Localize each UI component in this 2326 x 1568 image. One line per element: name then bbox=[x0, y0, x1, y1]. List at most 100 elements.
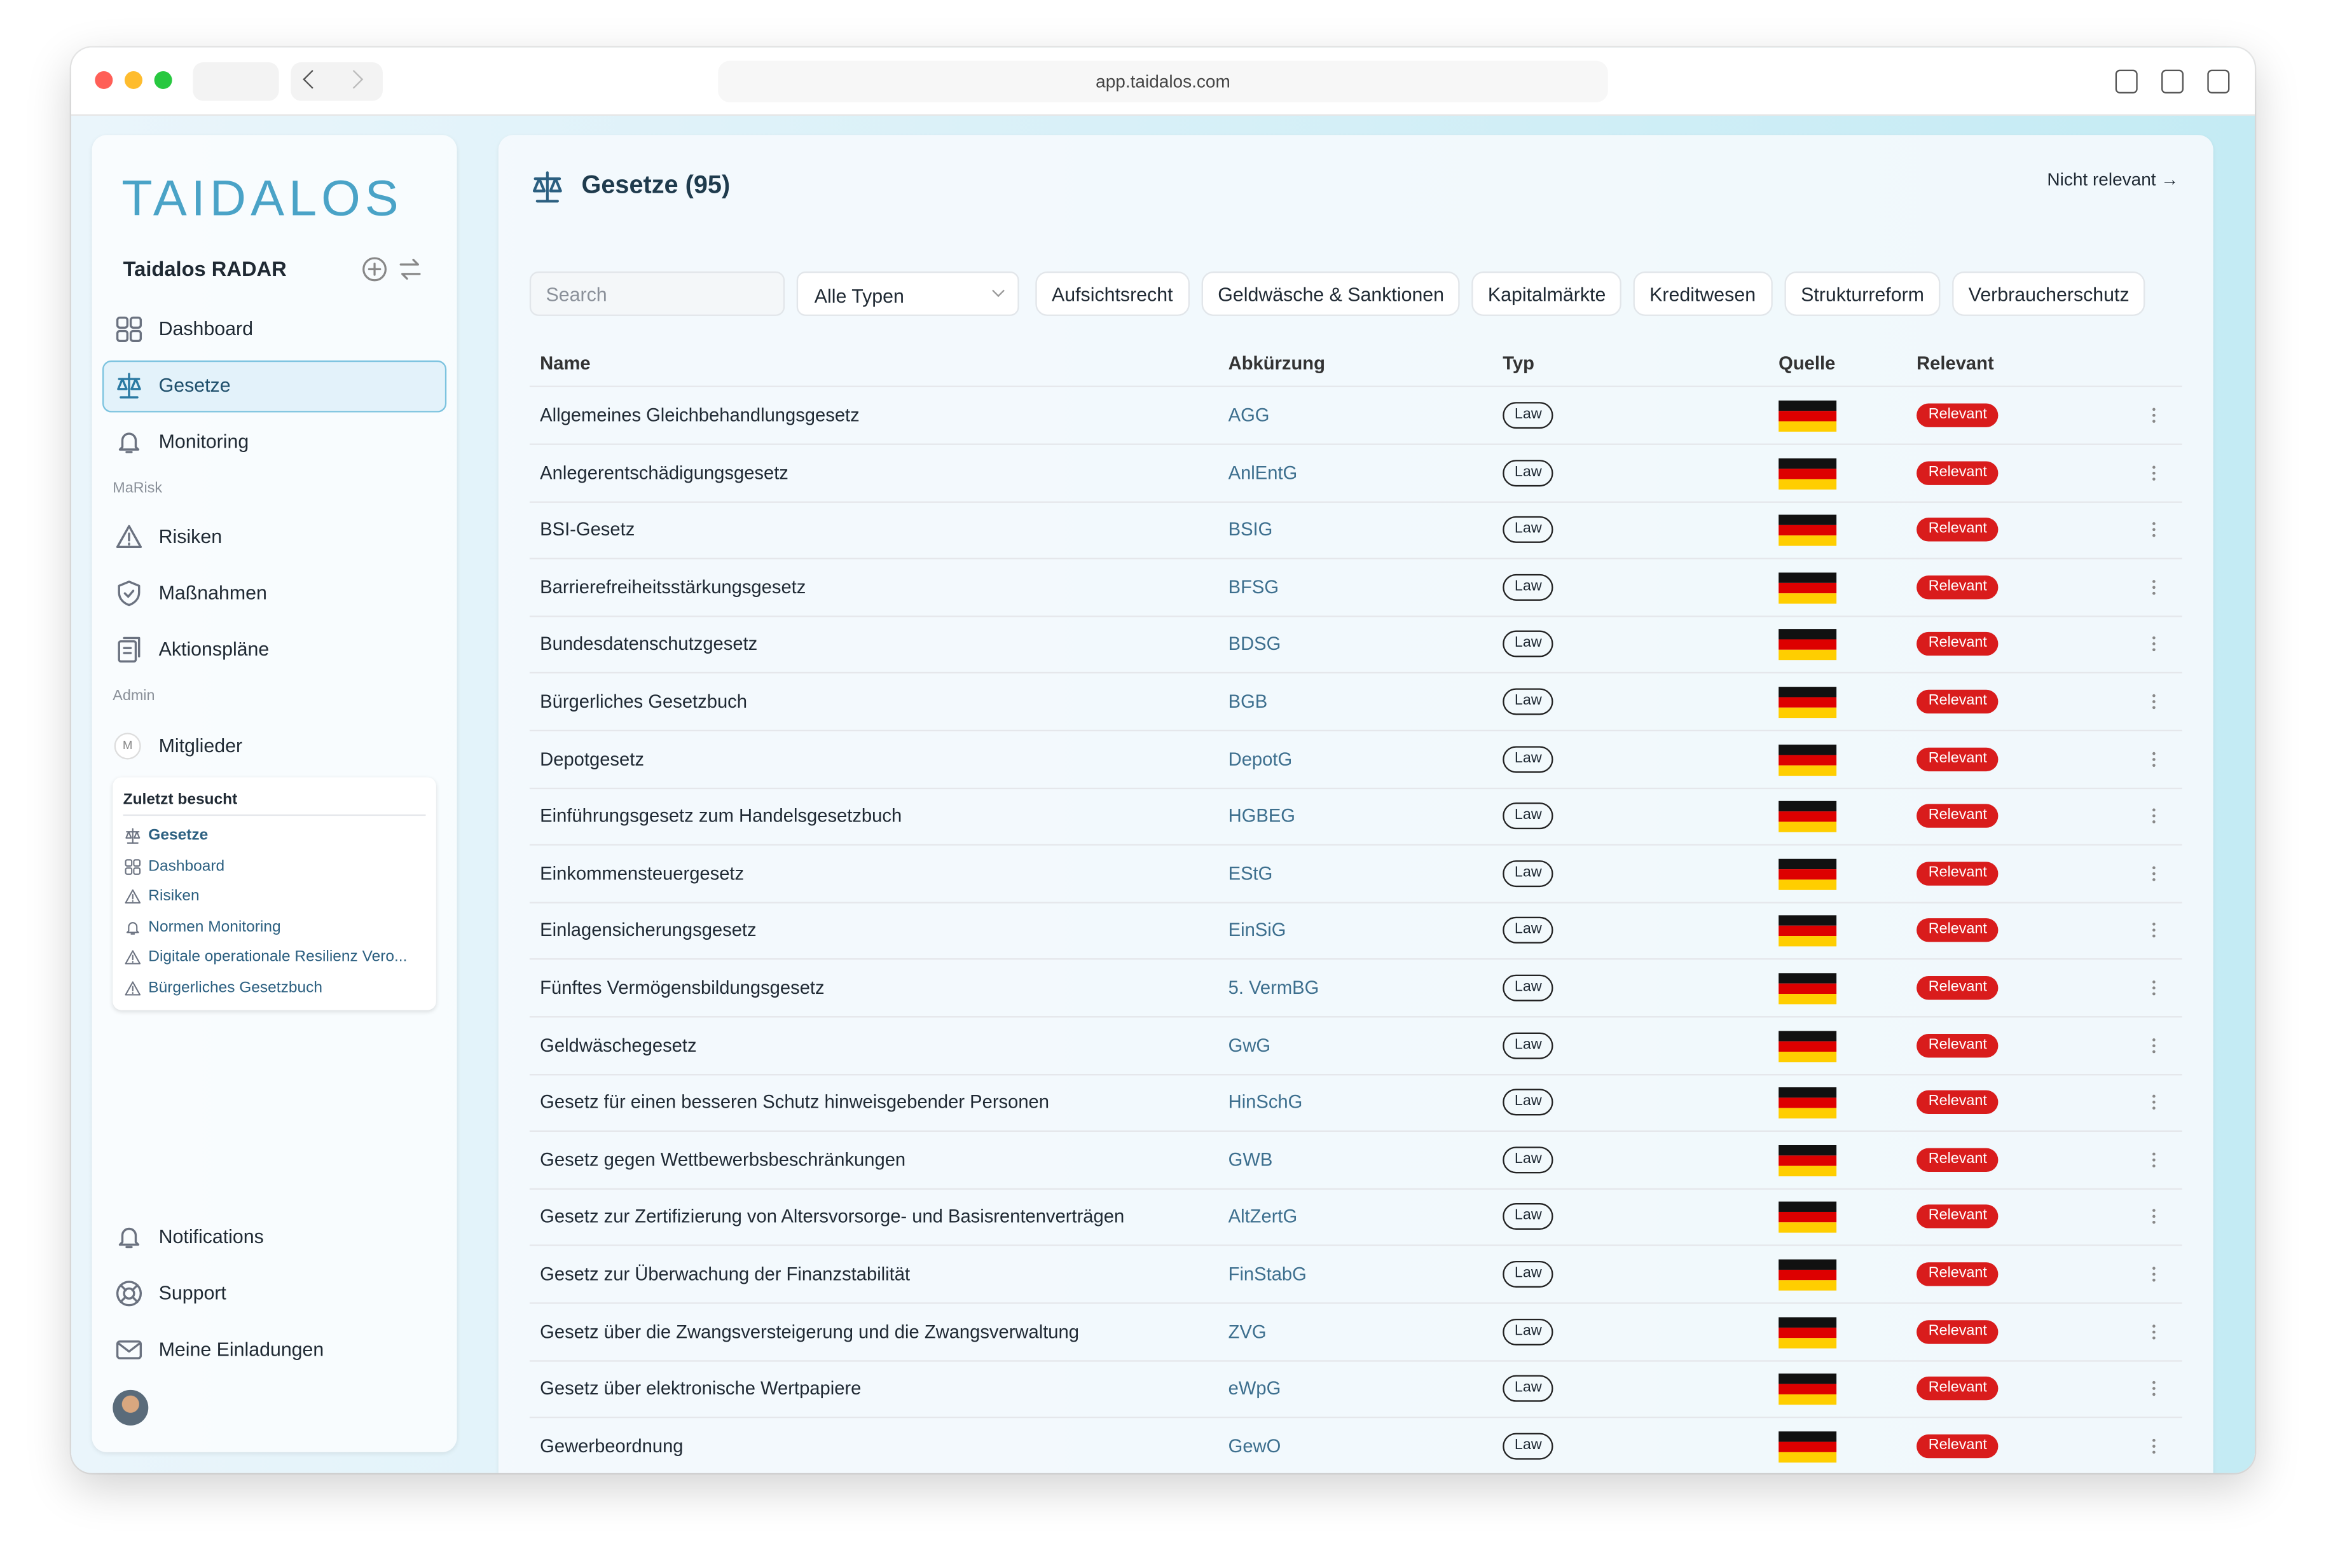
tabs-button[interactable] bbox=[2207, 69, 2230, 93]
row-menu-dot[interactable] bbox=[2152, 1106, 2156, 1110]
recent-item[interactable]: Digitale operationale Resilienz Vero... bbox=[148, 948, 408, 966]
relevant-badge[interactable]: Relevant bbox=[1917, 746, 1999, 771]
row-name[interactable]: Gesetz zur Überwachung der Finanzstabili… bbox=[540, 1263, 911, 1285]
filter-chip[interactable]: Aufsichtsrecht bbox=[1035, 271, 1190, 316]
relevant-badge[interactable]: Relevant bbox=[1917, 518, 1999, 542]
nav-item[interactable]: Aktionspläne bbox=[158, 638, 270, 661]
row-name[interactable]: Bundesdatenschutzgesetz bbox=[540, 634, 758, 655]
relevant-badge[interactable]: Relevant bbox=[1917, 1434, 1999, 1458]
relevant-badge[interactable]: Relevant bbox=[1917, 1319, 1999, 1344]
nav-item[interactable]: Maßnahmen bbox=[158, 581, 267, 604]
row-name[interactable]: Gesetz für einen besseren Schutz hinweis… bbox=[540, 1092, 1050, 1113]
row-menu-dot[interactable] bbox=[2152, 763, 2156, 767]
row-menu-dot[interactable] bbox=[2152, 471, 2156, 474]
relevant-badge[interactable]: Relevant bbox=[1917, 1377, 1999, 1401]
new-tab-button[interactable] bbox=[2161, 69, 2184, 93]
row-name[interactable]: Einkommensteuergesetz bbox=[540, 863, 745, 884]
row-menu-dot[interactable] bbox=[2152, 1272, 2156, 1276]
relevant-badge[interactable]: Relevant bbox=[1917, 1148, 1999, 1172]
row-name[interactable]: Bürgerliches Gesetzbuch bbox=[540, 691, 747, 712]
row-menu-dot[interactable] bbox=[2152, 1381, 2156, 1385]
row-menu-dot[interactable] bbox=[2152, 820, 2156, 824]
relevant-badge[interactable]: Relevant bbox=[1917, 1033, 1999, 1057]
row-name[interactable]: Gewerbeordnung bbox=[540, 1435, 684, 1457]
row-menu-dot[interactable] bbox=[2152, 1164, 2156, 1167]
relevant-badge[interactable]: Relevant bbox=[1917, 1090, 1999, 1115]
row-name[interactable]: Einlagensicherungsgesetz bbox=[540, 920, 757, 941]
nav-item[interactable]: Gesetze bbox=[158, 373, 231, 396]
row-menu-dot[interactable] bbox=[2152, 1450, 2156, 1454]
row-menu-dot[interactable] bbox=[2152, 1221, 2156, 1225]
filter-chip[interactable]: Kreditwesen bbox=[1633, 271, 1772, 316]
row-menu-dot[interactable] bbox=[2152, 1209, 2156, 1213]
share-button[interactable] bbox=[2115, 69, 2138, 93]
column-header[interactable]: Name bbox=[540, 353, 591, 374]
row-name[interactable]: Anlegerentschädigungsgesetz bbox=[540, 462, 788, 483]
row-menu-dot[interactable] bbox=[2152, 700, 2156, 703]
row-menu-dot[interactable] bbox=[2152, 877, 2156, 881]
row-menu-dot[interactable] bbox=[2152, 1158, 2156, 1162]
recent-item[interactable]: Risiken bbox=[148, 887, 200, 905]
row-menu-dot[interactable] bbox=[2152, 1335, 2156, 1339]
row-menu-dot[interactable] bbox=[2152, 1330, 2156, 1333]
row-menu-dot[interactable] bbox=[2152, 992, 2156, 996]
row-name[interactable]: Gesetz über elektronische Wertpapiere bbox=[540, 1378, 862, 1400]
relevant-badge[interactable]: Relevant bbox=[1917, 403, 1999, 427]
relevant-badge[interactable]: Relevant bbox=[1917, 861, 1999, 886]
row-menu-dot[interactable] bbox=[2152, 408, 2156, 411]
row-menu-dot[interactable] bbox=[2152, 808, 2156, 812]
row-menu-dot[interactable] bbox=[2152, 935, 2156, 939]
filter-chip[interactable]: Verbraucherschutz bbox=[1952, 271, 2146, 316]
row-menu-dot[interactable] bbox=[2152, 815, 2156, 818]
row-menu-dot[interactable] bbox=[2152, 477, 2156, 480]
row-menu-dot[interactable] bbox=[2152, 865, 2156, 869]
row-menu-dot[interactable] bbox=[2152, 980, 2156, 984]
row-menu-dot[interactable] bbox=[2152, 929, 2156, 932]
row-menu-dot[interactable] bbox=[2152, 643, 2156, 646]
row-name[interactable]: Depotgesetz bbox=[540, 748, 644, 769]
row-menu-dot[interactable] bbox=[2152, 1324, 2156, 1327]
row-menu-dot[interactable] bbox=[2152, 534, 2156, 537]
row-menu-dot[interactable] bbox=[2152, 420, 2156, 423]
footer-item[interactable]: Meine Einladungen bbox=[158, 1338, 324, 1361]
row-name[interactable]: BSI-Gesetz bbox=[540, 519, 635, 540]
row-menu-dot[interactable] bbox=[2152, 1043, 2156, 1047]
filter-chip[interactable]: Strukturreform bbox=[1784, 271, 1941, 316]
row-menu-dot[interactable] bbox=[2152, 706, 2156, 710]
relevant-badge[interactable]: Relevant bbox=[1917, 632, 1999, 657]
nav-item[interactable]: Dashboard bbox=[158, 317, 254, 340]
column-header[interactable]: Quelle bbox=[1779, 353, 1836, 374]
window-control[interactable] bbox=[154, 71, 172, 89]
recent-item[interactable]: Normen Monitoring bbox=[148, 918, 281, 936]
row-menu-dot[interactable] bbox=[2152, 1267, 2156, 1270]
row-menu-dot[interactable] bbox=[2152, 1049, 2156, 1053]
row-menu-dot[interactable] bbox=[2152, 1215, 2156, 1219]
column-header[interactable]: Typ bbox=[1503, 353, 1534, 374]
row-menu-dot[interactable] bbox=[2152, 1393, 2156, 1396]
row-menu-dot[interactable] bbox=[2152, 1438, 2156, 1442]
row-menu-dot[interactable] bbox=[2152, 649, 2156, 652]
relevant-badge[interactable]: Relevant bbox=[1917, 575, 1999, 600]
row-menu-dot[interactable] bbox=[2152, 1444, 2156, 1448]
filter-chip[interactable]: Kapitalmärkte bbox=[1471, 271, 1622, 316]
relevant-badge[interactable]: Relevant bbox=[1917, 976, 1999, 1000]
recent-item[interactable]: Bürgerliches Gesetzbuch bbox=[148, 979, 322, 997]
row-menu-dot[interactable] bbox=[2152, 591, 2156, 595]
nav-buttons[interactable] bbox=[291, 62, 383, 101]
sidebar-toggle[interactable] bbox=[193, 62, 279, 101]
row-menu-dot[interactable] bbox=[2152, 751, 2156, 755]
row-menu-dot[interactable] bbox=[2152, 465, 2156, 469]
relevant-badge[interactable]: Relevant bbox=[1917, 460, 1999, 485]
recent-item[interactable]: Dashboard bbox=[148, 856, 225, 875]
row-menu-dot[interactable] bbox=[2152, 1095, 2156, 1098]
row-menu-dot[interactable] bbox=[2152, 872, 2156, 875]
relevant-badge[interactable]: Relevant bbox=[1917, 689, 1999, 714]
row-name[interactable]: Barrierefreiheitsstärkungsgesetz bbox=[540, 577, 806, 598]
footer-item[interactable]: Support bbox=[158, 1281, 226, 1304]
row-menu-dot[interactable] bbox=[2152, 579, 2156, 583]
row-menu-dot[interactable] bbox=[2152, 636, 2156, 640]
row-menu-dot[interactable] bbox=[2152, 757, 2156, 760]
row-name[interactable]: Gesetz zur Zertifizierung von Altersvors… bbox=[540, 1206, 1125, 1228]
footer-item[interactable]: Notifications bbox=[158, 1225, 264, 1248]
row-menu-dot[interactable] bbox=[2152, 986, 2156, 990]
